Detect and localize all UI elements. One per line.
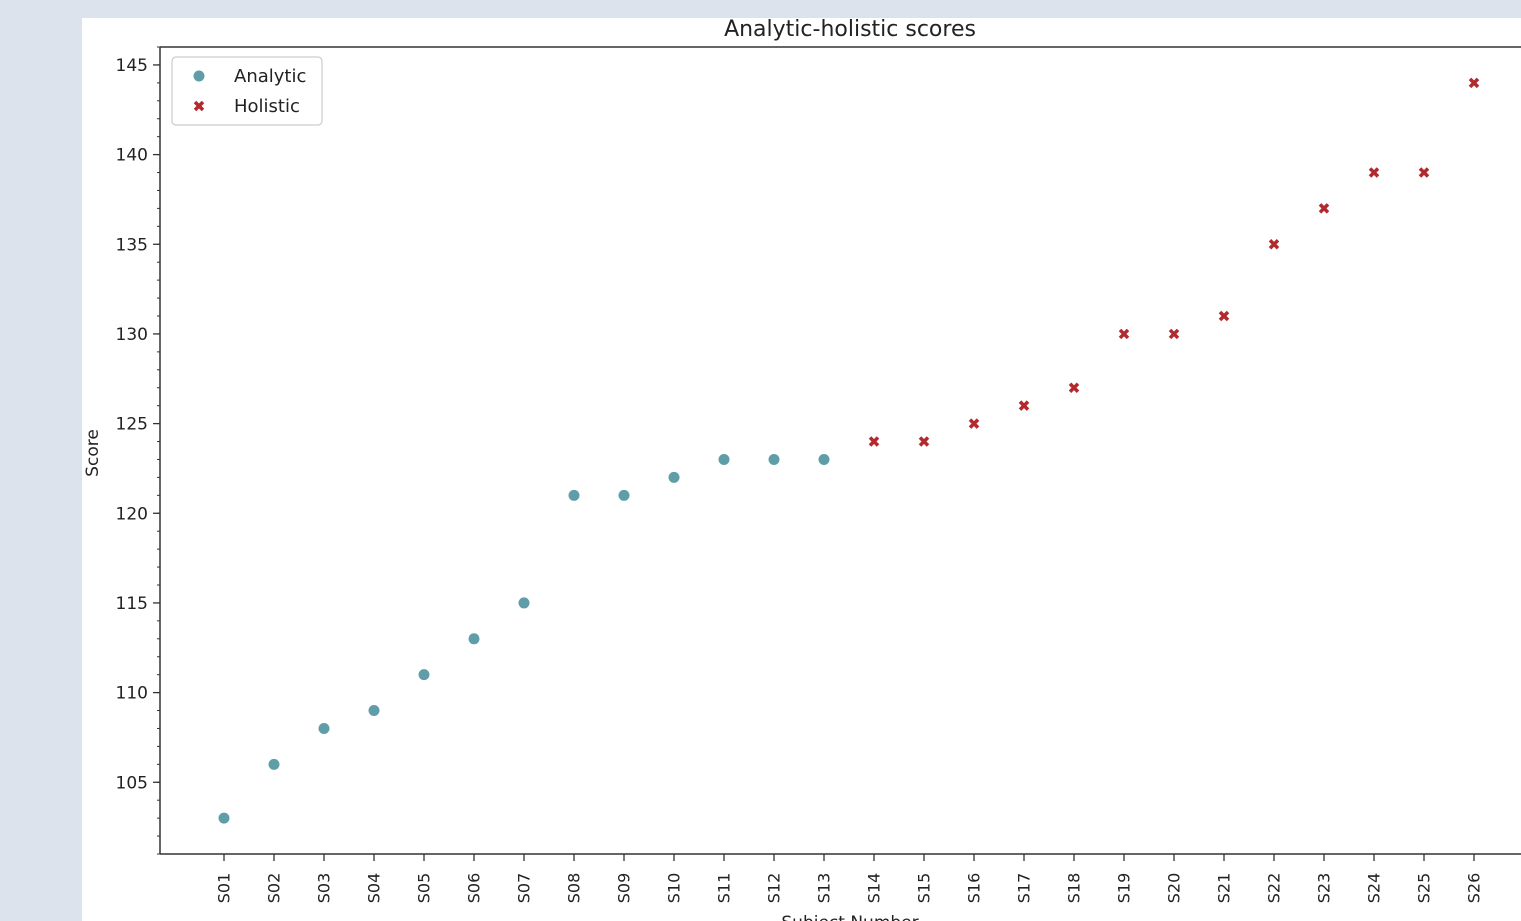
holistic-point bbox=[1268, 239, 1280, 250]
x-tick-label: S03 bbox=[315, 873, 334, 904]
x-tick-label: S09 bbox=[615, 873, 634, 904]
x-tick-label: S24 bbox=[1365, 873, 1384, 904]
holistic-point bbox=[918, 436, 930, 447]
x-tick-label: S19 bbox=[1115, 873, 1134, 904]
holistic-point bbox=[1468, 77, 1480, 89]
legend-box bbox=[171, 56, 323, 126]
x-tick-label: S18 bbox=[1065, 873, 1084, 904]
analytic-point bbox=[268, 758, 280, 770]
x-tick-label: S13 bbox=[815, 873, 834, 904]
x-axis-label: Subject Number bbox=[781, 913, 918, 921]
x-tick-label: S12 bbox=[765, 873, 784, 904]
analytic-point bbox=[518, 597, 530, 609]
y-tick-label: 135 bbox=[116, 235, 148, 255]
legend-label-holistic: Holistic bbox=[234, 96, 300, 117]
y-tick-label: 105 bbox=[116, 773, 148, 793]
analytic-point bbox=[218, 812, 230, 824]
analytic-point bbox=[718, 453, 730, 465]
analytic-point bbox=[768, 453, 780, 465]
holistic-point bbox=[1168, 328, 1180, 340]
y-tick-label: 130 bbox=[116, 325, 148, 345]
x-tick-label: S21 bbox=[1215, 873, 1234, 904]
x-tick-label: S26 bbox=[1465, 873, 1484, 904]
analytic-point bbox=[368, 705, 380, 717]
x-tick-label: S05 bbox=[415, 873, 434, 904]
analytic-point bbox=[418, 669, 430, 681]
x-tick-label: S25 bbox=[1415, 873, 1434, 904]
x-tick-label: S01 bbox=[215, 873, 234, 904]
x-tick-label: S02 bbox=[265, 873, 284, 904]
x-tick-label: S07 bbox=[515, 873, 534, 904]
holistic-point bbox=[1118, 328, 1130, 340]
x-tick-label: S23 bbox=[1315, 873, 1334, 904]
x-tick-label: S10 bbox=[665, 873, 684, 904]
legend-label-analytic: Analytic bbox=[234, 66, 306, 87]
x-tick-label: S22 bbox=[1265, 873, 1284, 904]
x-tick-label: S14 bbox=[865, 873, 884, 904]
chart-figure: Analytic-holistic scores Score Subject N… bbox=[82, 18, 1521, 921]
analytic-point bbox=[818, 453, 830, 465]
analytic-point bbox=[318, 722, 330, 734]
holistic-point bbox=[1018, 400, 1030, 411]
y-tick-label: 145 bbox=[116, 56, 148, 76]
holistic-point bbox=[1068, 382, 1080, 393]
x-tick-label: S16 bbox=[965, 873, 984, 904]
x-tick-label: S20 bbox=[1165, 873, 1184, 904]
legend-holistic-marker bbox=[193, 100, 205, 112]
holistic-point bbox=[1318, 203, 1330, 214]
x-tick-label: S04 bbox=[365, 873, 384, 904]
y-tick-label: 110 bbox=[116, 684, 148, 704]
holistic-point bbox=[1368, 167, 1380, 178]
x-tick-label: S15 bbox=[915, 873, 934, 904]
analytic-point bbox=[468, 633, 480, 645]
holistic-point bbox=[968, 418, 980, 429]
x-tick-label: S08 bbox=[565, 873, 584, 904]
y-axis-label: Score bbox=[83, 429, 103, 477]
analytic-point bbox=[618, 489, 630, 501]
legend-analytic-marker bbox=[193, 70, 205, 82]
holistic-point bbox=[1418, 167, 1430, 178]
y-tick-label: 115 bbox=[116, 594, 148, 614]
x-tick-label: S06 bbox=[465, 873, 484, 904]
analytic-point bbox=[668, 471, 680, 483]
holistic-point bbox=[1218, 310, 1230, 322]
x-tick-label: S11 bbox=[715, 873, 734, 904]
y-tick-label: 125 bbox=[116, 415, 148, 435]
y-tick-label: 120 bbox=[116, 504, 148, 524]
chart-title: Analytic-holistic scores bbox=[724, 18, 976, 42]
holistic-point bbox=[868, 436, 880, 447]
analytic-point bbox=[568, 489, 580, 501]
x-tick-label: S17 bbox=[1015, 873, 1034, 904]
scatter-chart: Analytic-holistic scores Score Subject N… bbox=[83, 18, 1521, 921]
y-tick-label: 140 bbox=[116, 146, 148, 166]
